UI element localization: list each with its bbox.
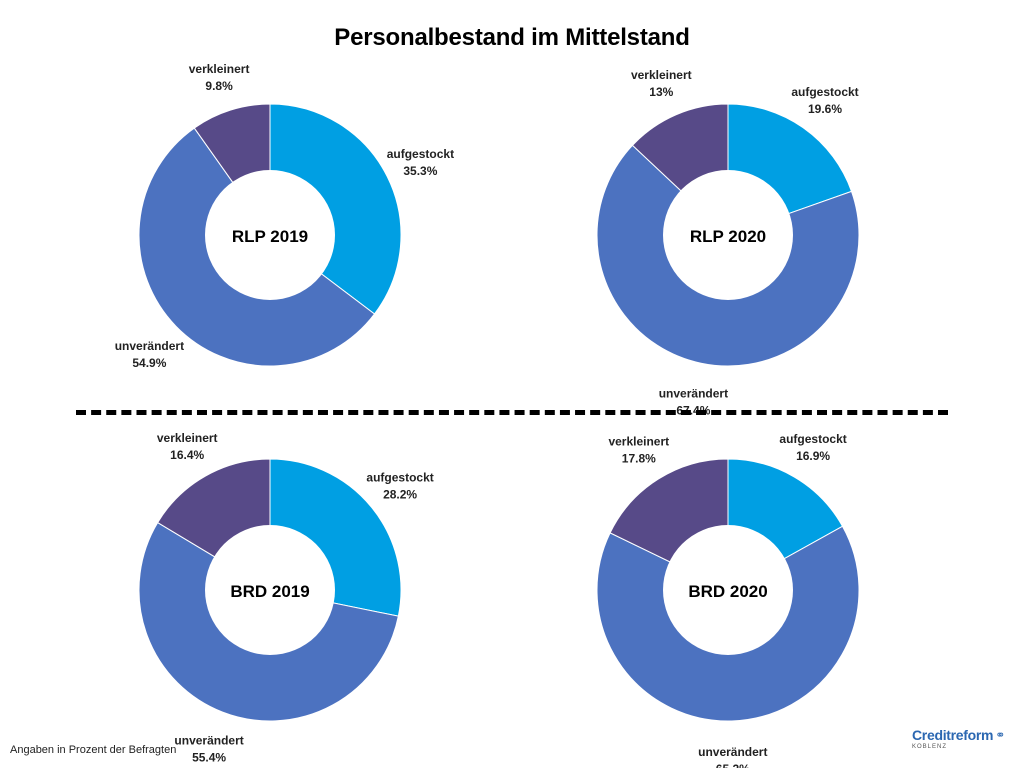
donut-hole-brd-2020 [663, 525, 793, 655]
donut-hole-rlp-2020 [663, 170, 793, 300]
slice-value-rlp-2019-aufgestockt: 35.3% [403, 164, 437, 178]
chart-title-rlp-2019: RLP 2019 [232, 227, 308, 246]
logo-subtitle: KOBLENZ [912, 744, 948, 750]
slice-label-brd-2019-aufgestockt: aufgestockt [366, 471, 433, 485]
slice-value-brd-2020-aufgestockt: 16.9% [796, 449, 830, 463]
slice-value-rlp-2019-unveraendert: 54.9% [132, 356, 166, 370]
chart-title-rlp-2020: RLP 2020 [690, 227, 766, 246]
slice-label-brd-2019-unveraendert: unverändert [174, 734, 243, 748]
logo-name-text: Creditreform [912, 727, 994, 743]
slice-label-rlp-2020-verkleinert: verkleinert [631, 68, 692, 82]
slice-value-rlp-2020-aufgestockt: 19.6% [808, 102, 842, 116]
slice-label-brd-2020-verkleinert: verkleinert [608, 435, 669, 449]
chart-title-brd-2019: BRD 2019 [230, 582, 309, 601]
slice-value-brd-2019-unveraendert: 55.4% [192, 751, 226, 765]
brand-logo: Creditreform ⚭ KOBLENZ [912, 728, 1012, 754]
donut-hole-rlp-2019 [205, 170, 335, 300]
slice-value-brd-2020-verkleinert: 17.8% [622, 452, 656, 466]
slice-label-brd-2019-verkleinert: verkleinert [157, 431, 218, 445]
page-title: Personalbestand im Mittelstand [334, 24, 690, 51]
logo-name: Creditreform ⚭ [912, 728, 1012, 743]
slice-label-brd-2020-aufgestockt: aufgestockt [779, 432, 846, 446]
slice-label-rlp-2019-unveraendert: unverändert [115, 339, 184, 353]
dashed-divider [76, 410, 948, 415]
donut-brd-2020: aufgestockt 16.9% unverändert 65.2% verklein… [596, 432, 860, 768]
logo-mark-icon: ⚭ [995, 728, 1005, 742]
slice-rlp-2019-aufgestockt [269, 103, 402, 315]
slice-value-brd-2019-aufgestockt: 28.2% [383, 488, 417, 502]
slice-value-rlp-2020-verkleinert: 13% [649, 85, 673, 99]
slice-value-brd-2019-verkleinert: 16.4% [170, 448, 204, 462]
donut-rlp-2020: aufgestockt19.6%unverändert67.4%verklein… [596, 68, 860, 417]
slice-label-brd-2020-unveraendert: unverändert [698, 745, 767, 759]
slice-value-rlp-2019-verkleinert: 9.8% [205, 79, 233, 93]
slice-label-rlp-2020-unveraendert: unverändert [659, 386, 728, 400]
slice-label-rlp-2019-verkleinert: verkleinert [189, 62, 250, 76]
slice-label-rlp-2019-aufgestockt: aufgestockt [387, 147, 454, 161]
footnote: Angaben in Prozent der Befragten [10, 744, 177, 756]
chart-title-brd-2020: BRD 2020 [688, 582, 767, 601]
donut-hole-brd-2019 [205, 525, 335, 655]
slice-value-brd-2020-unveraendert: 65.2% [716, 762, 750, 768]
slice-label-rlp-2020-aufgestockt: aufgestockt [791, 85, 858, 99]
donut-brd-2019: aufgestockt 28.2% unverändert 55.4% verklein… [138, 431, 434, 765]
donut-rlp-2019: aufgestockt 35.3% unverändert 54.9% verklein… [115, 62, 454, 370]
